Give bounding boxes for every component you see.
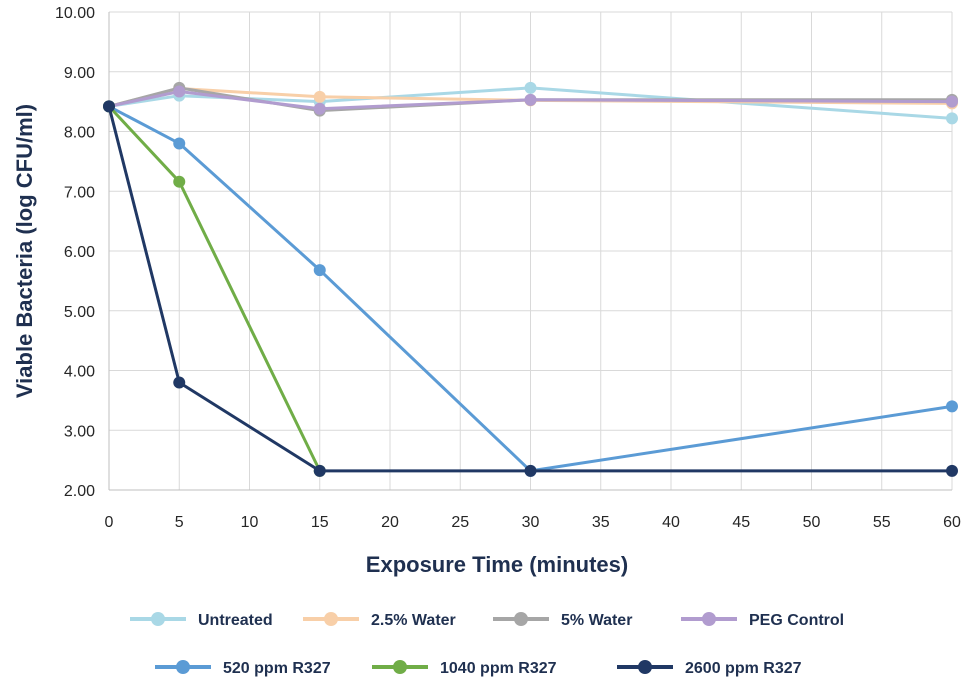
x-tick-label: 40 xyxy=(662,514,680,531)
axes: 2.00 3.00 4.00 5.00 6.00 7.00 8.00 9.00 10.00 0 5 1… xyxy=(55,5,961,531)
x-tick-label: 50 xyxy=(803,514,821,531)
legend-swatch-marker xyxy=(324,612,338,626)
legend-label: Untreated xyxy=(198,612,273,629)
y-tick-label: 3.00 xyxy=(64,423,95,440)
legend-label: PEG Control xyxy=(749,612,844,629)
data-point xyxy=(946,400,958,413)
data-point xyxy=(524,81,537,94)
legend-item: 1040 ppm R327 xyxy=(372,660,557,677)
legend-item: PEG Control xyxy=(681,612,844,629)
series-2600-ppm-r327 xyxy=(103,100,958,477)
y-tick-label: 2.00 xyxy=(64,483,95,500)
legend-swatch-marker xyxy=(151,612,165,626)
legend-item: 5% Water xyxy=(493,612,632,629)
x-tick-label: 0 xyxy=(105,514,114,531)
x-tick-label: 60 xyxy=(943,514,961,531)
series-line xyxy=(107,105,322,472)
data-point xyxy=(103,100,115,113)
legend-label: 2600 ppm R327 xyxy=(685,660,802,677)
x-tick-label: 45 xyxy=(732,514,750,531)
data-point xyxy=(313,264,326,277)
data-point xyxy=(313,464,326,477)
legend: Untreated 2.5% Water 5% Water PEG Control 52… xyxy=(130,612,844,677)
y-tick-label: 4.00 xyxy=(64,364,95,381)
y-tick-label: 8.00 xyxy=(64,125,95,142)
legend-swatch-marker xyxy=(514,612,528,626)
series-peg-control xyxy=(103,85,958,115)
x-tick-label: 20 xyxy=(381,514,399,531)
legend-swatch-marker xyxy=(393,660,407,674)
y-tick-label: 10.00 xyxy=(55,5,95,22)
x-axis-title: Exposure Time (minutes) xyxy=(366,552,628,577)
series-1040-ppm-r327 xyxy=(103,100,326,477)
series-lines xyxy=(103,81,958,477)
legend-item: 2600 ppm R327 xyxy=(617,660,802,677)
y-tick-label: 9.00 xyxy=(64,65,95,82)
x-tick-label: 25 xyxy=(451,514,469,531)
data-point xyxy=(524,464,537,477)
y-axis-title: Viable Bacteria (log CFU/ml) xyxy=(12,104,37,398)
y-tick-label: 7.00 xyxy=(64,184,95,201)
x-tick-label: 35 xyxy=(592,514,610,531)
legend-label: 2.5% Water xyxy=(371,612,456,629)
x-tick-label: 30 xyxy=(522,514,540,531)
y-tick-label: 5.00 xyxy=(64,304,95,321)
data-point xyxy=(946,112,958,125)
legend-swatch-marker xyxy=(702,612,716,626)
data-point xyxy=(173,175,186,188)
x-tick-label: 10 xyxy=(241,514,259,531)
data-point xyxy=(173,85,186,98)
legend-label: 1040 ppm R327 xyxy=(440,660,557,677)
legend-item: Untreated xyxy=(130,612,273,629)
legend-swatch-marker xyxy=(638,660,652,674)
legend-item: 2.5% Water xyxy=(303,612,456,629)
data-point xyxy=(313,90,326,103)
data-point xyxy=(524,93,537,106)
legend-label: 520 ppm R327 xyxy=(223,660,331,677)
data-point xyxy=(173,376,186,389)
data-point xyxy=(946,464,958,477)
data-point xyxy=(173,137,186,150)
x-tick-label: 5 xyxy=(175,514,184,531)
x-tick-label: 55 xyxy=(873,514,891,531)
legend-swatch-marker xyxy=(176,660,190,674)
data-point xyxy=(313,102,326,115)
legend-label: 5% Water xyxy=(561,612,632,629)
x-tick-label: 15 xyxy=(311,514,329,531)
legend-item: 520 ppm R327 xyxy=(155,660,331,677)
y-tick-label: 6.00 xyxy=(64,244,95,261)
data-point xyxy=(946,95,958,108)
